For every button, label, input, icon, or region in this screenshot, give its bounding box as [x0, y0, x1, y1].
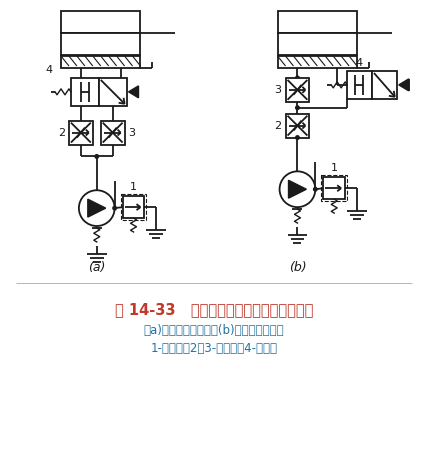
Text: 4: 4	[45, 65, 53, 75]
Circle shape	[112, 206, 117, 211]
Polygon shape	[128, 86, 139, 98]
Text: 图 14-33   采用两个调速阀的速度换接回路: 图 14-33 采用两个调速阀的速度换接回路	[115, 303, 313, 318]
Text: 1: 1	[331, 163, 338, 173]
Circle shape	[313, 187, 318, 192]
Text: 3: 3	[128, 128, 136, 138]
Text: 2: 2	[58, 128, 65, 138]
Bar	[61, 33, 140, 55]
Text: 1-溢流阀；2、3-调速阀；4-换向阀: 1-溢流阀；2、3-调速阀；4-换向阀	[151, 342, 277, 355]
Bar	[278, 33, 357, 55]
Circle shape	[295, 135, 300, 140]
Text: 1: 1	[130, 182, 137, 192]
Bar	[71, 78, 99, 106]
Bar	[101, 121, 125, 144]
Bar	[347, 71, 372, 99]
Bar	[69, 121, 93, 144]
Polygon shape	[399, 79, 409, 91]
Polygon shape	[88, 199, 106, 217]
Text: （a)调速阀并联回路；(b)调速阀串联回路: （a)调速阀并联回路；(b)调速阀串联回路	[144, 324, 284, 337]
Bar	[61, 56, 140, 68]
Circle shape	[295, 105, 300, 110]
Circle shape	[94, 154, 99, 159]
Bar	[278, 11, 357, 33]
Bar	[285, 114, 309, 138]
Circle shape	[295, 75, 300, 80]
Text: 4: 4	[356, 58, 363, 68]
Text: 3: 3	[274, 85, 282, 95]
Text: 2: 2	[274, 121, 282, 131]
Text: (b): (b)	[288, 261, 306, 274]
Circle shape	[279, 171, 315, 207]
Bar	[285, 78, 309, 102]
Bar	[323, 177, 345, 199]
Bar	[321, 175, 347, 201]
Bar	[372, 71, 397, 99]
Circle shape	[79, 190, 115, 226]
Bar	[61, 11, 140, 33]
Text: (a): (a)	[88, 261, 105, 274]
Bar	[99, 78, 127, 106]
Polygon shape	[288, 181, 306, 198]
Bar	[121, 194, 146, 220]
Bar	[278, 56, 357, 68]
Bar	[122, 196, 145, 218]
